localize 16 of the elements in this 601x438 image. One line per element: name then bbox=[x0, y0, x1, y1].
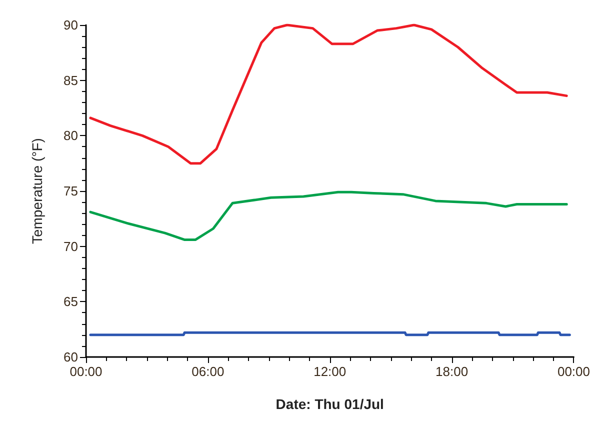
y-tick-label: 60 bbox=[64, 350, 78, 364]
y-tick-label: 90 bbox=[64, 18, 78, 32]
y-tick-label: 75 bbox=[64, 184, 78, 198]
x-tick-label: 18:00 bbox=[436, 364, 468, 379]
x-tick-label: 00:00 bbox=[70, 364, 102, 379]
x-tick-label: 06:00 bbox=[192, 364, 224, 379]
line-series bbox=[89, 24, 568, 165]
x-tick-label: 12:00 bbox=[314, 364, 346, 379]
y-tick-label: 80 bbox=[64, 128, 78, 144]
line-series bbox=[89, 190, 568, 241]
x-axis-title: Date: Thu 01/Jul bbox=[276, 396, 384, 412]
y-tick-label: 85 bbox=[64, 72, 78, 88]
y-axis-title: Temperature (°F) bbox=[29, 138, 45, 244]
y-tick-label: 70 bbox=[64, 238, 78, 254]
y-tick-label: 65 bbox=[64, 294, 78, 310]
x-tick-label: 00:00 bbox=[557, 364, 590, 379]
